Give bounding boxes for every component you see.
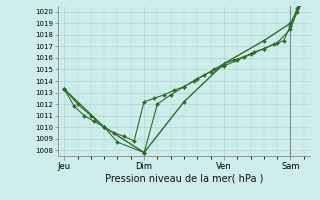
X-axis label: Pression niveau de la mer( hPa ): Pression niveau de la mer( hPa ) <box>105 173 263 183</box>
